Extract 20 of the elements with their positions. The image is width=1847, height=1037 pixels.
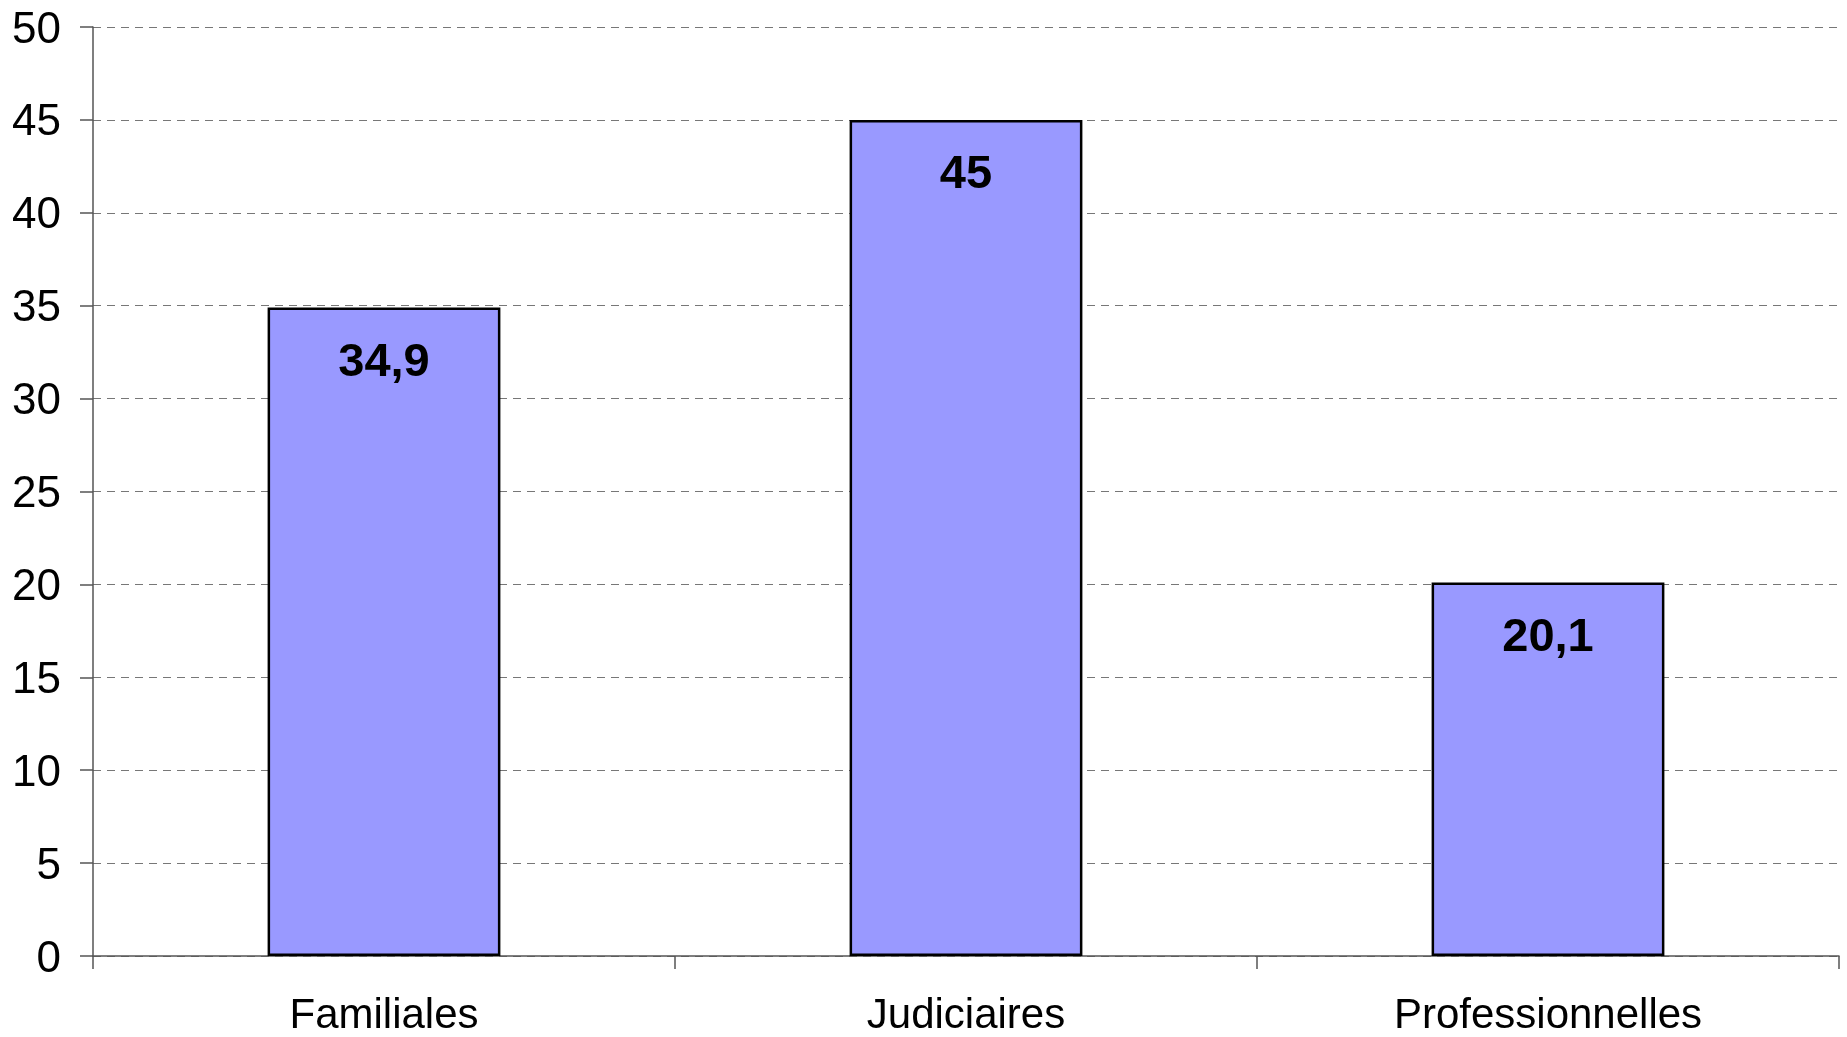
bar bbox=[267, 307, 501, 956]
y-tick-label: 5 bbox=[36, 838, 61, 888]
y-tick-label: 35 bbox=[12, 281, 61, 331]
data-label: 34,9 bbox=[338, 332, 430, 386]
data-label: 20,1 bbox=[1502, 607, 1594, 661]
x-tick-label: Familiales bbox=[289, 989, 479, 1037]
y-tick-label: 25 bbox=[12, 467, 61, 516]
y-tick-label: 30 bbox=[12, 374, 61, 424]
x-tick-label: Professionnelles bbox=[1393, 989, 1703, 1037]
y-tick-label: 40 bbox=[12, 188, 61, 238]
data-label: 45 bbox=[939, 144, 993, 198]
y-tick-label: 45 bbox=[12, 95, 61, 145]
y-tick-label: 20 bbox=[12, 559, 61, 609]
y-tick-label: 50 bbox=[12, 2, 61, 52]
bar bbox=[1431, 582, 1665, 956]
y-tick-label: 10 bbox=[12, 745, 61, 795]
bar bbox=[849, 119, 1083, 956]
y-tick-label: 0 bbox=[36, 931, 61, 981]
y-tick-label: 15 bbox=[12, 652, 61, 702]
x-tick-label: Judiciaires bbox=[866, 989, 1066, 1037]
